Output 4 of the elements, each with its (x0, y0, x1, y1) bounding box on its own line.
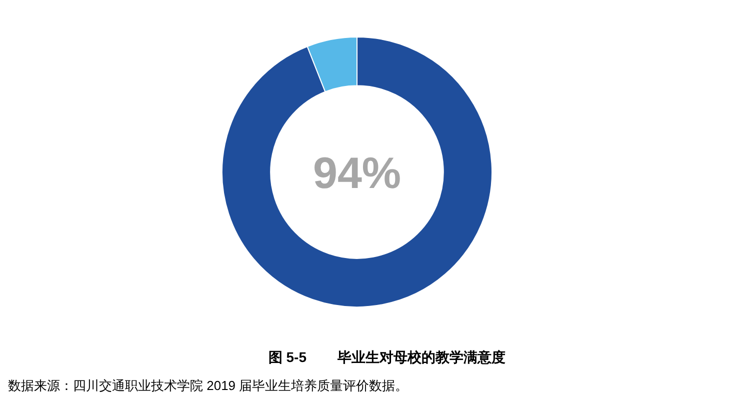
source-note: 数据来源：四川交通职业技术学院 2019 届毕业生培养质量评价数据。 (8, 378, 408, 393)
data-label: 94% (312, 149, 402, 198)
donut-slice (222, 36, 492, 308)
text: 图 5-5 毕业生对母校的教学满意度 (268, 349, 506, 365)
